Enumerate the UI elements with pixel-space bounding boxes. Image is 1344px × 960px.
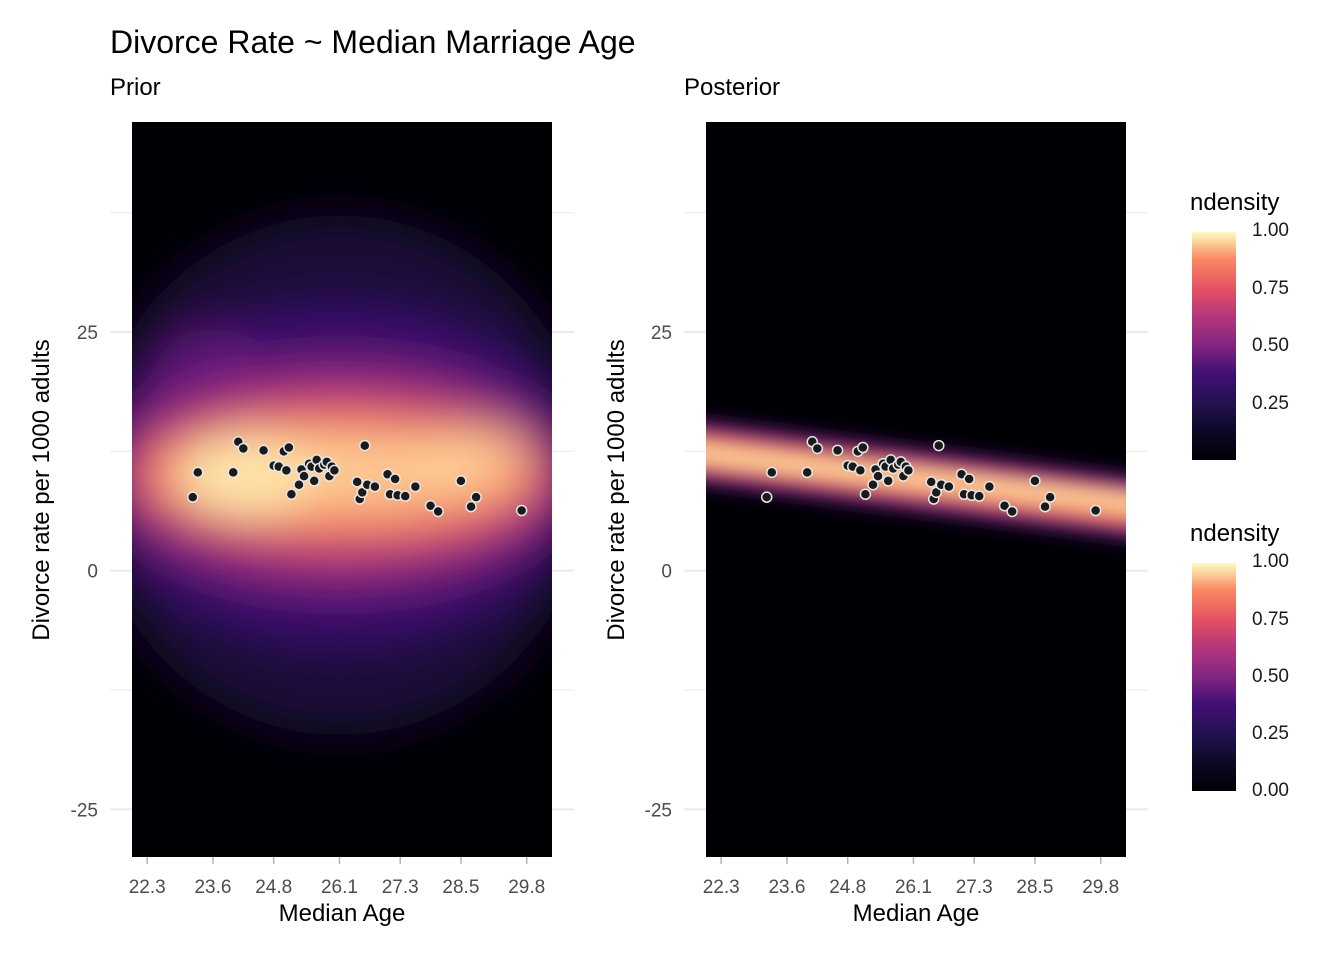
prior-x-axis-label: Median Age [278, 900, 406, 927]
prior-data-point [424, 499, 437, 512]
posterior-data-point [925, 476, 937, 488]
x-tick-label: 24.8 [255, 877, 292, 898]
x-tick-label: 24.8 [829, 877, 866, 898]
posterior-data-point [933, 439, 945, 452]
posterior-data-point [1044, 491, 1056, 503]
posterior-data-point [760, 491, 773, 503]
x-tick-label: 26.1 [895, 877, 932, 898]
prior-data-point [192, 466, 204, 479]
y-tick-label: 0 [661, 562, 672, 583]
x-tick-label: 26.1 [321, 877, 358, 898]
heat-blur-group [706, 418, 1126, 541]
prior-data-point [359, 439, 371, 452]
posterior-data-point [1039, 500, 1051, 513]
posterior-data-point [857, 441, 869, 454]
legend-bottom-label: 0.00 [1252, 780, 1289, 801]
prior-data-point [515, 504, 528, 517]
posterior-data-point [998, 499, 1011, 512]
legend-bottom-colorbar [1192, 563, 1236, 791]
prior-data-point [455, 475, 467, 487]
posterior-data-point [1089, 504, 1102, 517]
prior-data-point [298, 470, 310, 482]
legend-bottom-label: 0.75 [1252, 609, 1289, 630]
posterior-data-point [831, 444, 844, 457]
posterior-data-point [882, 475, 894, 487]
heat-blur-group [132, 215, 552, 736]
posterior-data-point [943, 480, 955, 493]
prior-panel-title: Prior [110, 74, 161, 101]
prior-data-point [280, 464, 293, 477]
x-tick-label: 28.5 [1016, 877, 1053, 898]
prior-data-point [328, 464, 341, 477]
heat-band [706, 448, 1126, 508]
prior-data-point [237, 442, 250, 455]
y-tick-label: 25 [651, 323, 672, 344]
legend-top-label: 0.25 [1252, 393, 1289, 414]
prior-data-point [369, 480, 381, 493]
posterior-data-point [872, 470, 884, 482]
x-tick-label: 29.8 [508, 877, 545, 898]
x-tick-label: 29.8 [1082, 877, 1119, 898]
posterior-density-heatmap [706, 122, 1126, 857]
prior-data-point [293, 478, 305, 491]
prior-data-point [409, 480, 422, 493]
legend-top-title: ndensity [1190, 189, 1280, 216]
legend-top-colorbar [1192, 232, 1236, 460]
x-tick-label: 27.3 [956, 877, 993, 898]
prior-data-point [351, 476, 363, 488]
points-layer [186, 436, 1102, 518]
x-tick-label: 22.3 [703, 877, 740, 898]
y-tick-label: 25 [77, 323, 98, 344]
prior-data-point [399, 490, 412, 502]
posterior-data-point [1006, 505, 1018, 518]
ticks-layer: 22.3 23.6 24.8 26.1 27.3 28.5 29.8 25 0 -25 22.3 23… [71, 323, 1120, 898]
prior-data-point [285, 488, 298, 501]
prior-density-heatmap [132, 122, 552, 857]
prior-data-point [227, 466, 239, 479]
y-tick-label: -25 [71, 800, 98, 821]
posterior-data-point [973, 490, 986, 502]
posterior-panel-title: Posterior [684, 74, 781, 101]
prior-y-axis-label: Divorce rate per 1000 adults [28, 339, 55, 641]
x-tick-label: 28.5 [442, 877, 479, 898]
x-tick-label: 23.6 [194, 877, 231, 898]
legend-top-label: 0.50 [1252, 335, 1289, 356]
prior-data-point [283, 441, 295, 454]
legend-top-label: 1.00 [1252, 220, 1289, 241]
posterior-data-point [811, 442, 824, 455]
y-tick-label: 0 [87, 562, 98, 583]
prior-data-point [432, 505, 444, 518]
prior-data-point [470, 491, 482, 503]
x-tick-label: 22.3 [129, 877, 166, 898]
legend-top-label: 0.75 [1252, 278, 1289, 299]
prior-data-point [389, 473, 401, 485]
prior-data-point [257, 444, 270, 457]
posterior-data-point [902, 464, 915, 477]
y-tick-label: -25 [645, 800, 672, 821]
legend-bottom-label: 0.50 [1252, 666, 1289, 687]
posterior-data-point [801, 466, 813, 479]
posterior-x-axis-label: Median Age [852, 900, 980, 927]
posterior-data-point [867, 478, 879, 491]
prior-data-point [465, 500, 477, 513]
x-tick-label: 23.6 [768, 877, 805, 898]
posterior-data-point [963, 473, 975, 485]
posterior-data-point [859, 488, 872, 501]
posterior-y-axis-label: Divorce rate per 1000 adults [603, 339, 630, 641]
x-tick-label: 27.3 [382, 877, 419, 898]
posterior-data-point [983, 480, 996, 493]
legend-bottom-label: 1.00 [1252, 551, 1289, 572]
prior-data-point [308, 475, 320, 487]
prior-data-point [186, 491, 199, 503]
legend-bottom-title: ndensity [1190, 520, 1280, 547]
posterior-data-point [854, 464, 867, 477]
chart-title: Divorce Rate ~ Median Marriage Age [110, 24, 636, 60]
legend-bottom-label: 0.25 [1252, 723, 1289, 744]
posterior-data-point [766, 466, 778, 479]
posterior-data-point [1029, 475, 1041, 487]
